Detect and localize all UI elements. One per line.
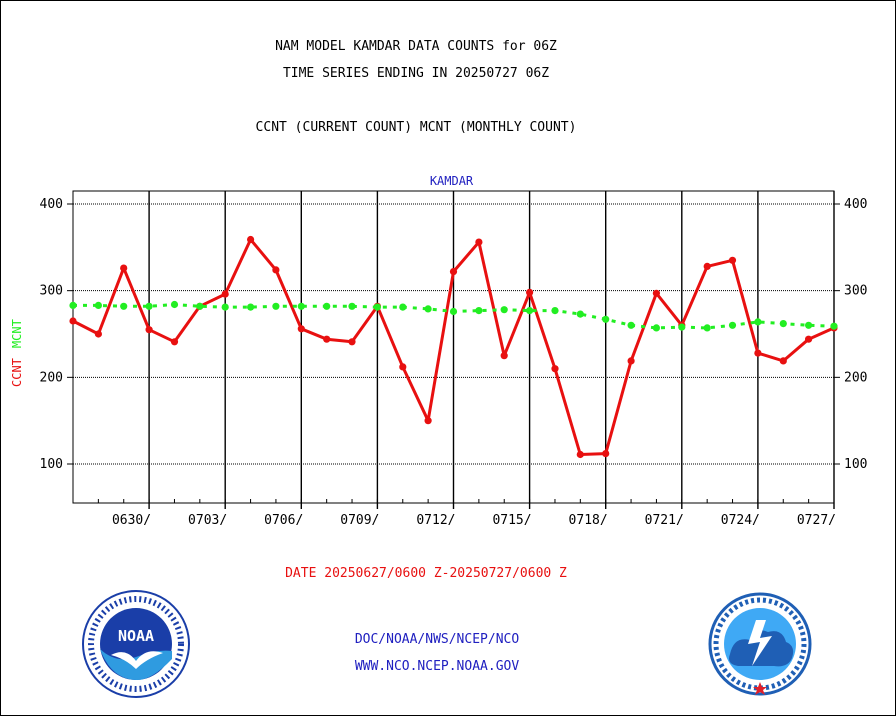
data-point-ccnt <box>805 335 813 343</box>
data-point-mcnt <box>221 303 229 311</box>
data-point-mcnt <box>728 321 737 329</box>
data-point-mcnt <box>703 324 711 332</box>
data-point-mcnt <box>399 303 407 311</box>
data-point-mcnt <box>652 324 661 332</box>
data-point-ccnt <box>703 262 711 270</box>
data-point-mcnt <box>678 323 686 331</box>
y-tick-label-right: 100 <box>844 457 867 472</box>
noaa-logo-text: NOAA <box>118 627 154 645</box>
data-point-ccnt <box>323 335 331 343</box>
y-axis-label: CCNT MCNT <box>10 319 24 387</box>
data-point-mcnt <box>602 315 610 323</box>
y-tick-label-right: 400 <box>844 197 867 212</box>
x-tick-label: 0712/ <box>416 513 455 528</box>
data-point-ccnt <box>526 288 534 296</box>
data-point-ccnt <box>779 357 787 365</box>
data-point-ccnt <box>120 264 128 272</box>
org-line: DOC/NOAA/NWS/NCEP/NCO <box>354 632 520 647</box>
data-point-ccnt <box>627 357 635 365</box>
data-point-mcnt <box>526 307 534 315</box>
x-tick-label: 0706/ <box>264 513 303 528</box>
panel-title: KAMDAR <box>430 174 474 188</box>
data-point-mcnt <box>373 303 381 311</box>
data-point-mcnt <box>297 302 305 310</box>
y-tick-label-right: 200 <box>844 370 867 385</box>
x-tick-label: 0721/ <box>645 513 684 528</box>
data-point-mcnt <box>805 321 813 329</box>
data-point-ccnt <box>754 349 762 357</box>
data-point-mcnt <box>576 310 584 318</box>
x-tick-label: 0709/ <box>340 513 379 528</box>
y-tick-label-left: 100 <box>40 457 63 472</box>
y-tick-label-left: 400 <box>40 197 63 212</box>
noaa-logo: NOAA <box>82 590 190 698</box>
data-point-mcnt <box>196 302 204 310</box>
data-point-ccnt <box>297 325 305 333</box>
data-point-mcnt <box>500 306 508 314</box>
data-point-mcnt <box>779 320 787 328</box>
data-point-mcnt <box>627 321 635 329</box>
data-point-ccnt <box>69 317 77 325</box>
website-link[interactable]: WWW.NCO.NCEP.NOAA.GOV <box>354 659 520 674</box>
y-tick-label-left: 300 <box>40 284 63 299</box>
data-point-mcnt <box>830 322 838 330</box>
data-point-mcnt <box>424 305 432 313</box>
data-point-mcnt <box>323 302 331 310</box>
data-point-mcnt <box>94 301 102 309</box>
data-point-mcnt <box>475 307 483 315</box>
data-point-mcnt <box>449 307 458 316</box>
data-point-ccnt <box>500 352 508 360</box>
data-point-mcnt <box>145 302 153 310</box>
data-point-mcnt <box>247 303 255 311</box>
data-point-mcnt <box>272 302 280 310</box>
data-point-ccnt <box>424 417 432 425</box>
data-point-ccnt <box>221 290 229 298</box>
x-tick-label: 0727/ <box>797 513 836 528</box>
chart-title-line2: TIME SERIES ENDING IN 20250727 06Z <box>282 66 550 81</box>
data-point-mcnt <box>170 300 179 309</box>
data-point-ccnt <box>170 338 179 346</box>
x-tick-label: 0724/ <box>721 513 760 528</box>
y-axis-label-mcnt: MCNT <box>10 319 24 348</box>
series-legend-line: CCNT (CURRENT COUNT) MCNT (MONTHLY COUNT… <box>255 120 577 135</box>
data-point-ccnt <box>728 256 737 264</box>
y-tick-label-right: 300 <box>844 284 867 299</box>
data-point-ccnt <box>399 363 407 371</box>
data-point-mcnt <box>348 302 356 310</box>
data-point-ccnt <box>94 330 102 338</box>
data-point-ccnt <box>475 238 483 246</box>
data-point-mcnt <box>120 302 128 310</box>
data-point-ccnt <box>652 289 661 297</box>
data-point-ccnt <box>449 268 458 276</box>
chart-title-line1: NAM MODEL KAMDAR DATA COUNTS for 06Z <box>275 39 557 54</box>
data-point-ccnt <box>602 450 610 458</box>
x-tick-label: 0703/ <box>188 513 227 528</box>
data-point-ccnt <box>551 365 559 373</box>
data-point-mcnt <box>69 301 77 309</box>
x-tick-label: 0718/ <box>569 513 608 528</box>
date-range-label: DATE 20250627/0600 Z-20250727/0600 Z <box>285 566 567 581</box>
data-point-mcnt <box>754 318 762 326</box>
data-point-ccnt <box>145 326 153 334</box>
y-axis-label-ccnt: CCNT <box>10 358 24 387</box>
data-point-ccnt <box>576 450 584 459</box>
nws-logo <box>708 592 812 696</box>
data-point-ccnt <box>348 338 356 346</box>
x-tick-label: 0630/ <box>112 513 151 528</box>
data-point-ccnt <box>247 235 255 244</box>
data-point-ccnt <box>272 266 280 274</box>
line-chart: 100 100 200 200 300 300 400 400 0630/0703/0706/0… <box>10 174 867 528</box>
x-tick-label: 0715/ <box>492 513 531 528</box>
data-point-mcnt <box>551 307 559 315</box>
y-tick-label-left: 200 <box>40 370 63 385</box>
